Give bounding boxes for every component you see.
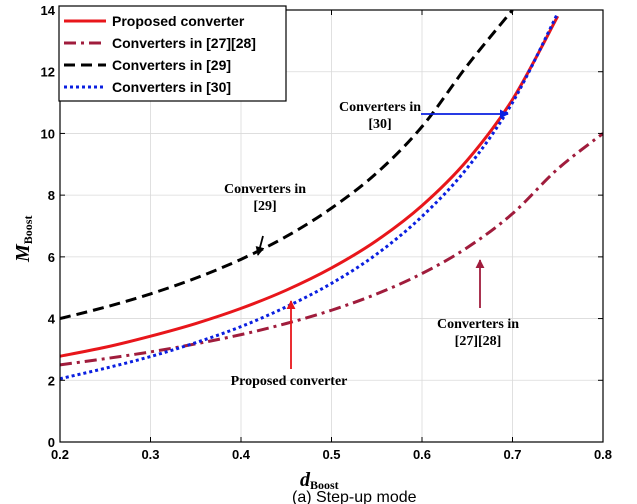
- y-tick-label: 6: [48, 250, 55, 265]
- y-axis-label: MBoost: [12, 216, 35, 263]
- annotation-arrow: [255, 235, 265, 256]
- series-line-converters-in-29: [60, 10, 514, 321]
- annotation-text: Converters in [29]: [224, 182, 306, 214]
- y-tick-label: 12: [41, 65, 55, 80]
- annotation-proposed-converter: Proposed converter: [231, 300, 348, 389]
- y-tick-label: 10: [41, 126, 55, 141]
- y-axis-label-main: M: [12, 243, 34, 263]
- x-tick-label: 0.2: [51, 447, 69, 462]
- annotation-converters-30: Converters in [30]: [339, 100, 509, 132]
- x-axis-label-sub: Boost: [310, 478, 339, 492]
- annotation-converters-27-28: Converters in [27][28]: [437, 259, 519, 349]
- x-tick-labels: 0.2 0.3 0.4 0.5 0.6 0.7 0.8: [51, 447, 612, 462]
- x-tick-label: 0.7: [503, 447, 521, 462]
- annotation-converters-29: Converters in [29]: [224, 182, 306, 256]
- y-tick-label: 2: [48, 373, 55, 388]
- data-series: [60, 10, 603, 381]
- y-tick-label: 14: [41, 3, 56, 18]
- series-line-proposed-converter: [60, 15, 560, 358]
- annotation-text: Proposed converter: [231, 374, 348, 389]
- y-tick-label: 8: [48, 188, 55, 203]
- annotations: Converters in [30] Converters in [29] Conver…: [224, 100, 519, 389]
- annotation-text: Converters in [30]: [339, 100, 421, 132]
- legend-label-converters-in-29: Converters in [29]: [112, 57, 231, 73]
- legend-label-converters-in-27-28: Converters in [27][28]: [112, 35, 256, 51]
- figure-caption: (a) Step-up mode: [292, 489, 417, 504]
- y-tick-labels: 0 2 4 6 8 10 12 14: [41, 3, 56, 450]
- legend: Proposed converter Converters in [27][28]…: [58, 5, 287, 102]
- y-tick-label: 0: [48, 435, 55, 450]
- x-tick-label: 0.8: [594, 447, 612, 462]
- legend-label-proposed-converter: Proposed converter: [112, 13, 245, 29]
- series-line-converters-in-30: [60, 12, 560, 381]
- y-axis-label-sub: Boost: [21, 216, 35, 245]
- x-axis-label-main: d: [300, 469, 311, 491]
- y-tick-label: 4: [48, 312, 56, 327]
- x-tick-label: 0.3: [141, 447, 159, 462]
- grid-lines: [59, 9, 604, 443]
- legend-label-converters-in-30: Converters in [30]: [112, 79, 231, 95]
- annotation-text: Converters in [27][28]: [437, 317, 519, 349]
- x-tick-label: 0.4: [232, 447, 251, 462]
- x-tick-label: 0.6: [413, 447, 431, 462]
- x-axis-label: dBoost: [300, 469, 339, 492]
- series-line-converters-in-27-28: [60, 132, 603, 367]
- x-tick-label: 0.5: [322, 447, 340, 462]
